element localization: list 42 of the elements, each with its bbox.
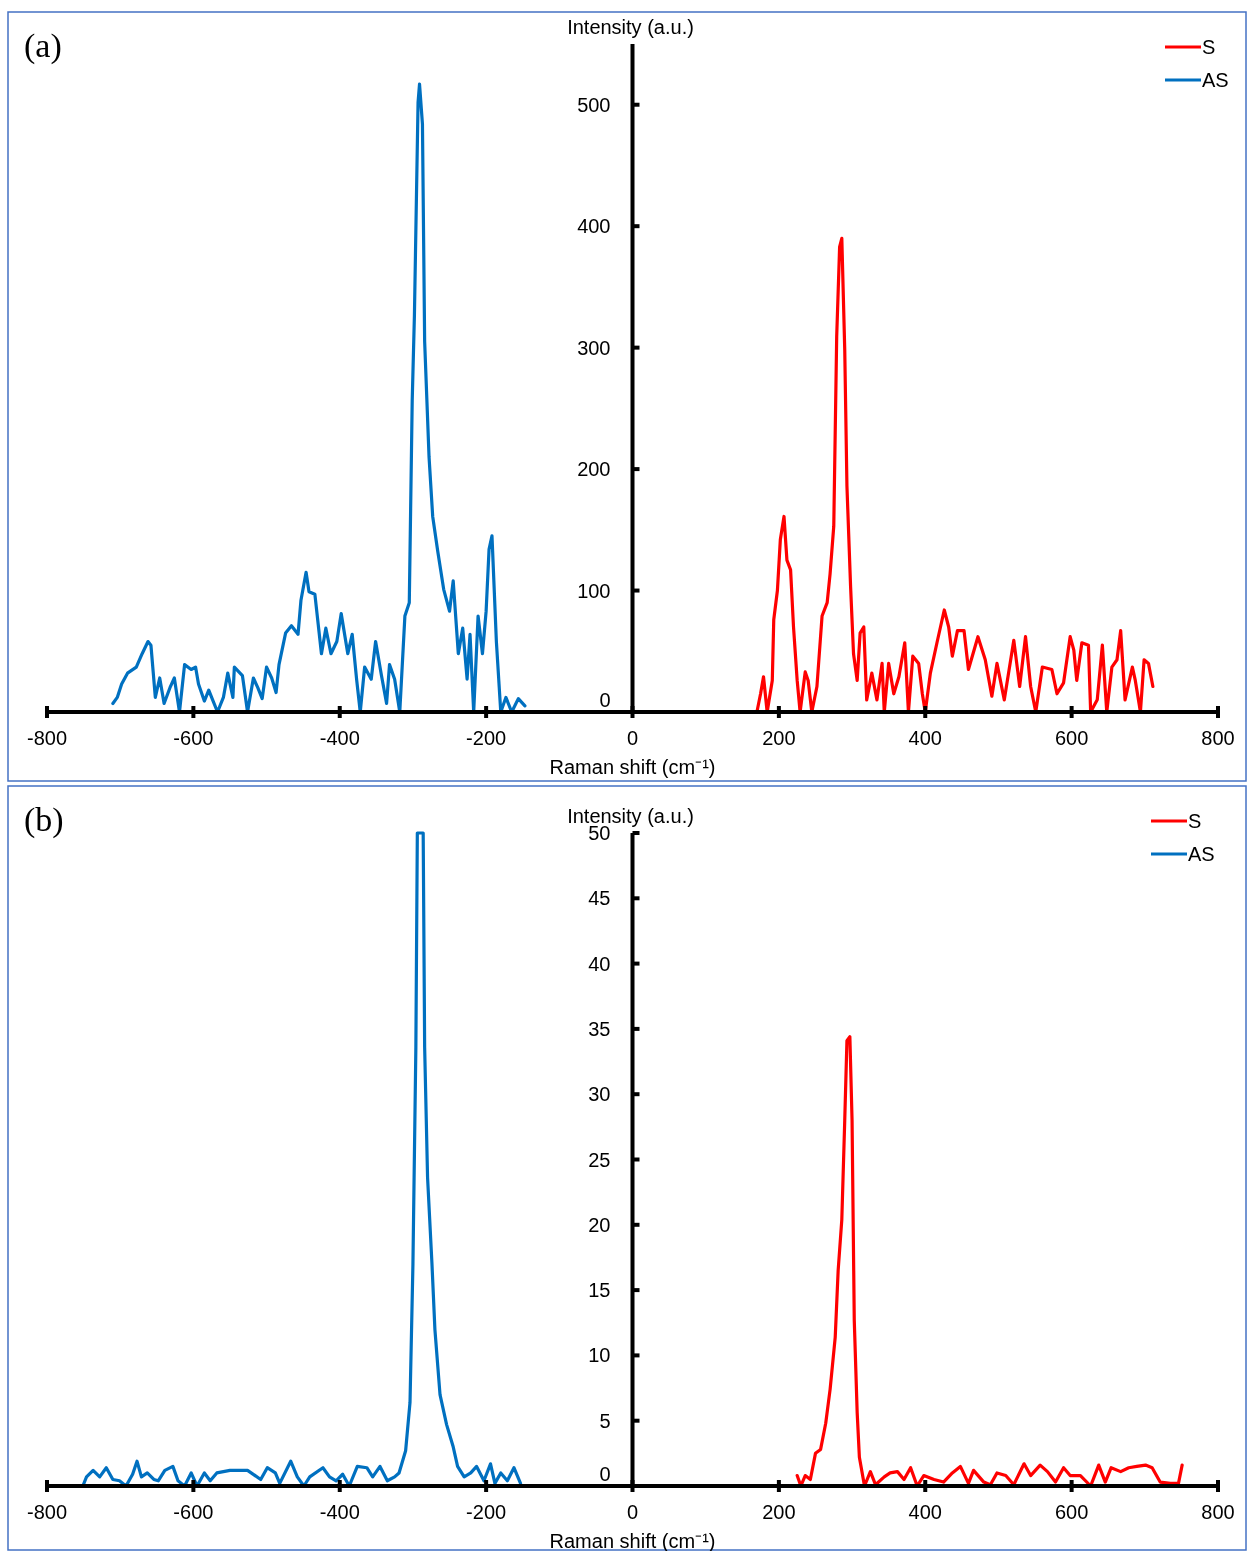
x-tick-label: 600 (1054, 727, 1089, 749)
x-tick-label: -400 (319, 727, 360, 749)
x-tick-label: 200 (762, 727, 796, 749)
x-tick-label: -200 (466, 1501, 507, 1523)
y-tick-label: 400 (577, 215, 611, 238)
y-axis-title: Intensity (a.u.) (567, 16, 694, 38)
x-tick-label: 600 (1054, 1501, 1089, 1523)
x-tick-label: -400 (319, 1501, 360, 1523)
y-tick-label: 15 (588, 1279, 611, 1302)
x-tick-label: -800 (26, 727, 68, 749)
chart-title: (a) (24, 27, 62, 65)
y-tick-label: 0 (599, 1463, 611, 1485)
x-tick-label: 400 (908, 727, 942, 749)
x-tick-label: 800 (1201, 727, 1235, 749)
y-tick-label: 200 (577, 458, 611, 481)
y-tick-label: 45 (588, 887, 611, 910)
y-tick-label: 10 (588, 1344, 611, 1367)
y-tick-label: 5 (599, 1409, 611, 1432)
x-tick-label: -200 (466, 727, 507, 749)
x-tick-label: 200 (762, 1501, 796, 1523)
x-tick-label: 400 (908, 1501, 942, 1523)
chart-title: (b) (24, 801, 64, 839)
y-tick-label: 30 (588, 1083, 611, 1106)
y-tick-label: 40 (588, 952, 611, 975)
y-tick-label: 300 (577, 336, 611, 359)
legend-label: S (1188, 810, 1202, 832)
x-tick-label: -600 (173, 727, 214, 749)
y-tick-label: 100 (577, 579, 611, 602)
y-tick-label: 20 (588, 1213, 611, 1236)
y-tick-label: 35 (588, 1017, 611, 1040)
x-tick-label: 800 (1201, 1501, 1235, 1523)
y-tick-label: 500 (577, 93, 611, 116)
legend-label: S (1202, 36, 1216, 58)
y-tick-label: 0 (599, 689, 611, 711)
x-tick-label: 0 (626, 1501, 639, 1523)
legend-label: AS (1202, 69, 1229, 91)
x-tick-label: -800 (26, 1501, 68, 1523)
y-tick-label: 25 (588, 1148, 611, 1171)
x-axis-title: Raman shift (cm⁻¹) (549, 756, 716, 778)
x-tick-label: 0 (626, 727, 639, 749)
legend-label: AS (1188, 843, 1215, 865)
x-tick-label: -600 (173, 1501, 214, 1523)
